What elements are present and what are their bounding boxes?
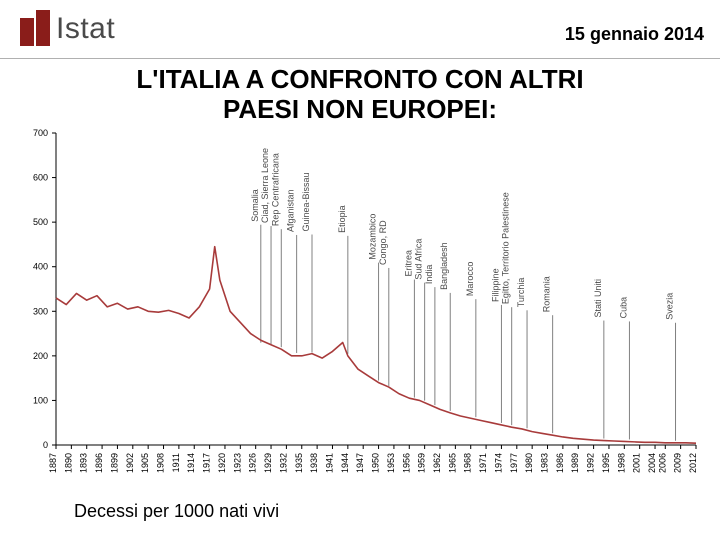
svg-text:2006: 2006 (657, 453, 667, 473)
logo-text: Istat (56, 12, 115, 46)
svg-text:1941: 1941 (324, 453, 334, 473)
logo-bars-icon (20, 10, 50, 46)
svg-text:1968: 1968 (463, 453, 473, 473)
svg-text:300: 300 (33, 306, 48, 316)
svg-text:400: 400 (33, 261, 48, 271)
svg-text:1971: 1971 (478, 453, 488, 473)
chart-svg: 0 100 200 300 400 500 600 700 1887 1890 1893 1896 18… (10, 125, 710, 485)
svg-text:Filippine: Filippine (490, 268, 500, 302)
svg-text:1980: 1980 (524, 453, 534, 473)
svg-text:0: 0 (43, 440, 48, 450)
svg-text:1977: 1977 (509, 453, 519, 473)
svg-text:1926: 1926 (248, 453, 258, 473)
svg-text:India: India (424, 264, 434, 284)
svg-text:1962: 1962 (432, 453, 442, 473)
svg-text:1974: 1974 (493, 453, 503, 473)
svg-text:Rep Centrafricana: Rep Centrafricana (270, 153, 280, 226)
svg-text:1929: 1929 (263, 453, 273, 473)
svg-text:100: 100 (33, 395, 48, 405)
slide-date: 15 gennaio 2014 (565, 24, 704, 45)
svg-text:1965: 1965 (447, 453, 457, 473)
istat-logo: Istat (20, 10, 115, 46)
svg-text:Romania: Romania (542, 276, 552, 312)
svg-text:Svezia: Svezia (665, 293, 675, 320)
svg-text:Marocco: Marocco (465, 261, 475, 296)
svg-text:1914: 1914 (186, 453, 196, 473)
svg-text:Mozambico: Mozambico (368, 213, 378, 259)
svg-text:Cuba: Cuba (618, 297, 628, 319)
svg-text:200: 200 (33, 351, 48, 361)
svg-text:Guinea-Bissau: Guinea-Bissau (301, 172, 311, 231)
svg-text:1896: 1896 (94, 453, 104, 473)
svg-text:Afganistan: Afganistan (286, 189, 296, 232)
svg-text:2004: 2004 (647, 453, 657, 473)
svg-text:1932: 1932 (278, 453, 288, 473)
svg-text:1944: 1944 (340, 453, 350, 473)
svg-text:1893: 1893 (79, 453, 89, 473)
svg-text:2009: 2009 (673, 453, 683, 473)
chart: 0 100 200 300 400 500 600 700 1887 1890 1893 1896 18… (10, 125, 710, 485)
svg-text:Sud Africa: Sud Africa (414, 238, 424, 279)
svg-text:2001: 2001 (632, 453, 642, 473)
svg-text:1959: 1959 (417, 453, 427, 473)
svg-text:1947: 1947 (355, 453, 365, 473)
svg-text:Bangladesh: Bangladesh (439, 242, 449, 290)
svg-text:1890: 1890 (63, 453, 73, 473)
svg-text:Ciad, Sierra Leone: Ciad, Sierra Leone (260, 148, 270, 223)
svg-text:700: 700 (33, 128, 48, 138)
svg-text:1998: 1998 (616, 453, 626, 473)
svg-text:1986: 1986 (555, 453, 565, 473)
svg-text:1905: 1905 (140, 453, 150, 473)
svg-text:Congo, RD: Congo, RD (378, 220, 388, 265)
svg-text:Somalia: Somalia (250, 189, 260, 222)
svg-text:Eritrea: Eritrea (403, 250, 413, 277)
slide-title: L'ITALIA A CONFRONTO CON ALTRI PAESI NON… (0, 63, 720, 125)
svg-text:1989: 1989 (570, 453, 580, 473)
svg-text:1953: 1953 (386, 453, 396, 473)
svg-text:1923: 1923 (232, 453, 242, 473)
title-line-2: PAESI NON EUROPEI: (10, 95, 710, 125)
svg-text:1956: 1956 (401, 453, 411, 473)
svg-text:600: 600 (33, 172, 48, 182)
svg-text:1920: 1920 (217, 453, 227, 473)
svg-text:1935: 1935 (294, 453, 304, 473)
caption: Decessi per 1000 nati vivi (74, 501, 279, 522)
svg-text:2012: 2012 (688, 453, 698, 473)
header: Istat 15 gennaio 2014 (0, 0, 720, 58)
svg-text:1899: 1899 (109, 453, 119, 473)
svg-text:Egitto, Territorio Palestinese: Egitto, Territorio Palestinese (501, 192, 511, 304)
svg-text:1995: 1995 (601, 453, 611, 473)
svg-text:1938: 1938 (309, 453, 319, 473)
svg-text:500: 500 (33, 217, 48, 227)
svg-text:1917: 1917 (202, 453, 212, 473)
title-line-1: L'ITALIA A CONFRONTO CON ALTRI (10, 65, 710, 95)
svg-text:Turchia: Turchia (516, 277, 526, 307)
divider (0, 58, 720, 59)
svg-text:1902: 1902 (125, 453, 135, 473)
svg-text:1887: 1887 (48, 453, 58, 473)
svg-text:1911: 1911 (171, 453, 181, 472)
svg-text:1950: 1950 (371, 453, 381, 473)
slide: { "header": { "logo_text": "Istat", "dat… (0, 0, 720, 540)
svg-text:Stati Uniti: Stati Uniti (593, 279, 603, 318)
svg-text:1983: 1983 (540, 453, 550, 473)
svg-text:1908: 1908 (156, 453, 166, 473)
svg-text:1992: 1992 (586, 453, 596, 473)
svg-text:Etiopia: Etiopia (337, 205, 347, 233)
